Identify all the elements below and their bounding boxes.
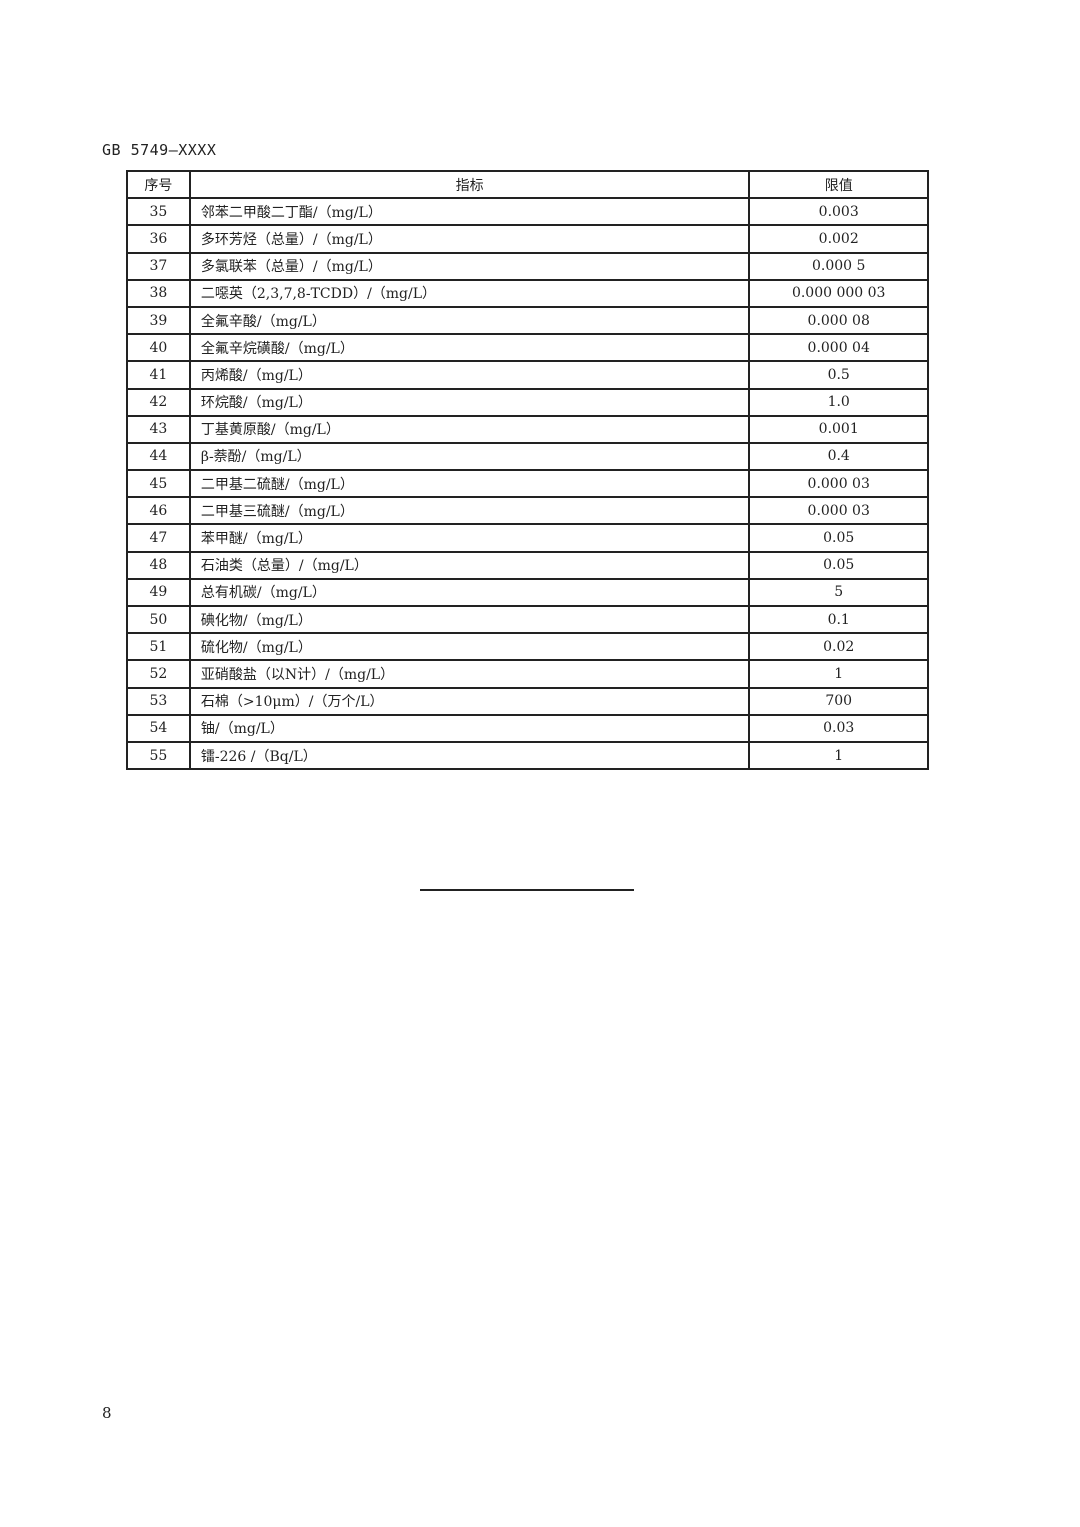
row-index: 49	[126, 577, 191, 608]
table-row: 46 二甲基三硫醚/（mg/L） 0.000 03	[126, 496, 929, 526]
row-indicator: 二噁英（2,3,7,8-TCDD）/（mg/L）	[188, 278, 751, 308]
row-indicator: 二甲基二硫醚/（mg/L）	[188, 469, 751, 499]
row-index: 36	[126, 224, 191, 254]
table-row: 38 二噁英（2,3,7,8-TCDD）/（mg/L） 0.000 000 03	[126, 278, 929, 308]
row-indicator: 硫化物/（mg/L）	[188, 632, 751, 662]
row-index: 53	[126, 686, 191, 716]
row-index: 48	[126, 550, 191, 580]
row-indicator: 全氟辛酸/（mg/L）	[188, 305, 751, 336]
row-index: 47	[126, 523, 191, 553]
table-row: 53 石棉（>10μm）/（万个/L） 700	[126, 686, 929, 716]
row-limit: 0.001	[748, 414, 929, 444]
row-limit: 0.000 04	[748, 333, 929, 363]
row-limit: 1	[748, 659, 929, 689]
row-indicator: β-萘酚/（mg/L）	[188, 441, 751, 472]
row-limit: 0.000 000 03	[748, 278, 929, 308]
row-limit: 5	[748, 577, 929, 608]
row-limit: 0.000 08	[748, 305, 929, 336]
table-row: 43 丁基黄原酸/（mg/L） 0.001	[126, 414, 929, 444]
row-indicator: 镭-226 /（Bq/L）	[188, 740, 751, 771]
column-header-index: 序号	[126, 169, 191, 200]
row-indicator: 环烷酸/（mg/L）	[188, 387, 751, 417]
row-indicator: 邻苯二甲酸二丁酯/（mg/L）	[188, 197, 751, 227]
row-indicator: 二甲基三硫醚/（mg/L）	[188, 496, 751, 526]
table-row: 50 碘化物/（mg/L） 0.1	[126, 604, 929, 635]
row-limit: 700	[748, 686, 929, 716]
table-row: 51 硫化物/（mg/L） 0.02	[126, 632, 929, 662]
row-limit: 1.0	[748, 387, 929, 417]
row-limit: 0.02	[748, 632, 929, 662]
row-index: 41	[126, 360, 191, 390]
table-row: 40 全氟辛烷磺酸/（mg/L） 0.000 04	[126, 333, 929, 363]
row-limit: 0.000 03	[748, 496, 929, 526]
column-header-indicator: 指标	[188, 169, 751, 200]
row-indicator: 丁基黄原酸/（mg/L）	[188, 414, 751, 444]
table-row: 55 镭-226 /（Bq/L） 1	[126, 740, 929, 771]
row-index: 43	[126, 414, 191, 444]
document-header: GB 5749—XXXX	[102, 141, 217, 159]
row-index: 45	[126, 469, 191, 499]
column-header-limit: 限值	[748, 169, 929, 200]
table-row: 49 总有机碳/（mg/L） 5	[126, 577, 929, 608]
table-row: 35 邻苯二甲酸二丁酯/（mg/L） 0.003	[126, 197, 929, 227]
row-indicator: 铀/（mg/L）	[188, 713, 751, 743]
row-index: 37	[126, 251, 191, 281]
row-index: 35	[126, 197, 191, 227]
table-row: 54 铀/（mg/L） 0.03	[126, 713, 929, 743]
row-limit: 0.003	[748, 197, 929, 227]
row-indicator: 石油类（总量）/（mg/L）	[188, 550, 751, 580]
end-divider	[420, 889, 634, 891]
row-limit: 0.05	[748, 523, 929, 553]
row-limit: 0.002	[748, 224, 929, 254]
row-indicator: 石棉（>10μm）/（万个/L）	[188, 686, 751, 716]
row-limit: 0.03	[748, 713, 929, 743]
row-index: 50	[126, 604, 191, 635]
row-limit: 0.1	[748, 604, 929, 635]
row-limit: 0.05	[748, 550, 929, 580]
row-limit: 0.000 5	[748, 251, 929, 281]
row-index: 52	[126, 659, 191, 689]
row-index: 38	[126, 278, 191, 308]
row-index: 46	[126, 496, 191, 526]
row-indicator: 全氟辛烷磺酸/（mg/L）	[188, 333, 751, 363]
row-indicator: 碘化物/（mg/L）	[188, 604, 751, 635]
table-row: 39 全氟辛酸/（mg/L） 0.000 08	[126, 305, 929, 336]
row-index: 51	[126, 632, 191, 662]
row-indicator: 多氯联苯（总量）/（mg/L）	[188, 251, 751, 281]
row-limit: 0.000 03	[748, 469, 929, 499]
table-row: 48 石油类（总量）/（mg/L） 0.05	[126, 550, 929, 580]
table-row: 44 β-萘酚/（mg/L） 0.4	[126, 441, 929, 472]
row-index: 55	[126, 740, 191, 771]
row-index: 42	[126, 387, 191, 417]
table-header-row: 序号 指标 限值	[126, 169, 929, 200]
row-index: 44	[126, 441, 191, 472]
row-index: 39	[126, 305, 191, 336]
table-row: 41 丙烯酸/（mg/L） 0.5	[126, 360, 929, 390]
table-row: 45 二甲基二硫醚/（mg/L） 0.000 03	[126, 469, 929, 499]
table-row: 36 多环芳烃（总量）/（mg/L） 0.002	[126, 224, 929, 254]
table-row: 37 多氯联苯（总量）/（mg/L） 0.000 5	[126, 251, 929, 281]
row-indicator: 亚硝酸盐（以N计）/（mg/L）	[188, 659, 751, 689]
row-index: 40	[126, 333, 191, 363]
row-indicator: 总有机碳/（mg/L）	[188, 577, 751, 608]
row-limit: 1	[748, 740, 929, 771]
row-index: 54	[126, 713, 191, 743]
row-indicator: 多环芳烃（总量）/（mg/L）	[188, 224, 751, 254]
table-row: 42 环烷酸/（mg/L） 1.0	[126, 387, 929, 417]
table-row: 52 亚硝酸盐（以N计）/（mg/L） 1	[126, 659, 929, 689]
row-limit: 0.5	[748, 360, 929, 390]
row-limit: 0.4	[748, 441, 929, 472]
limits-table: 序号 指标 限值 35 邻苯二甲酸二丁酯/（mg/L） 0.003 36 多环芳烃（总量…	[126, 169, 929, 771]
page-number: 8	[102, 1404, 112, 1422]
table-row: 47 苯甲醚/（mg/L） 0.05	[126, 523, 929, 553]
row-indicator: 苯甲醚/（mg/L）	[188, 523, 751, 553]
row-indicator: 丙烯酸/（mg/L）	[188, 360, 751, 390]
